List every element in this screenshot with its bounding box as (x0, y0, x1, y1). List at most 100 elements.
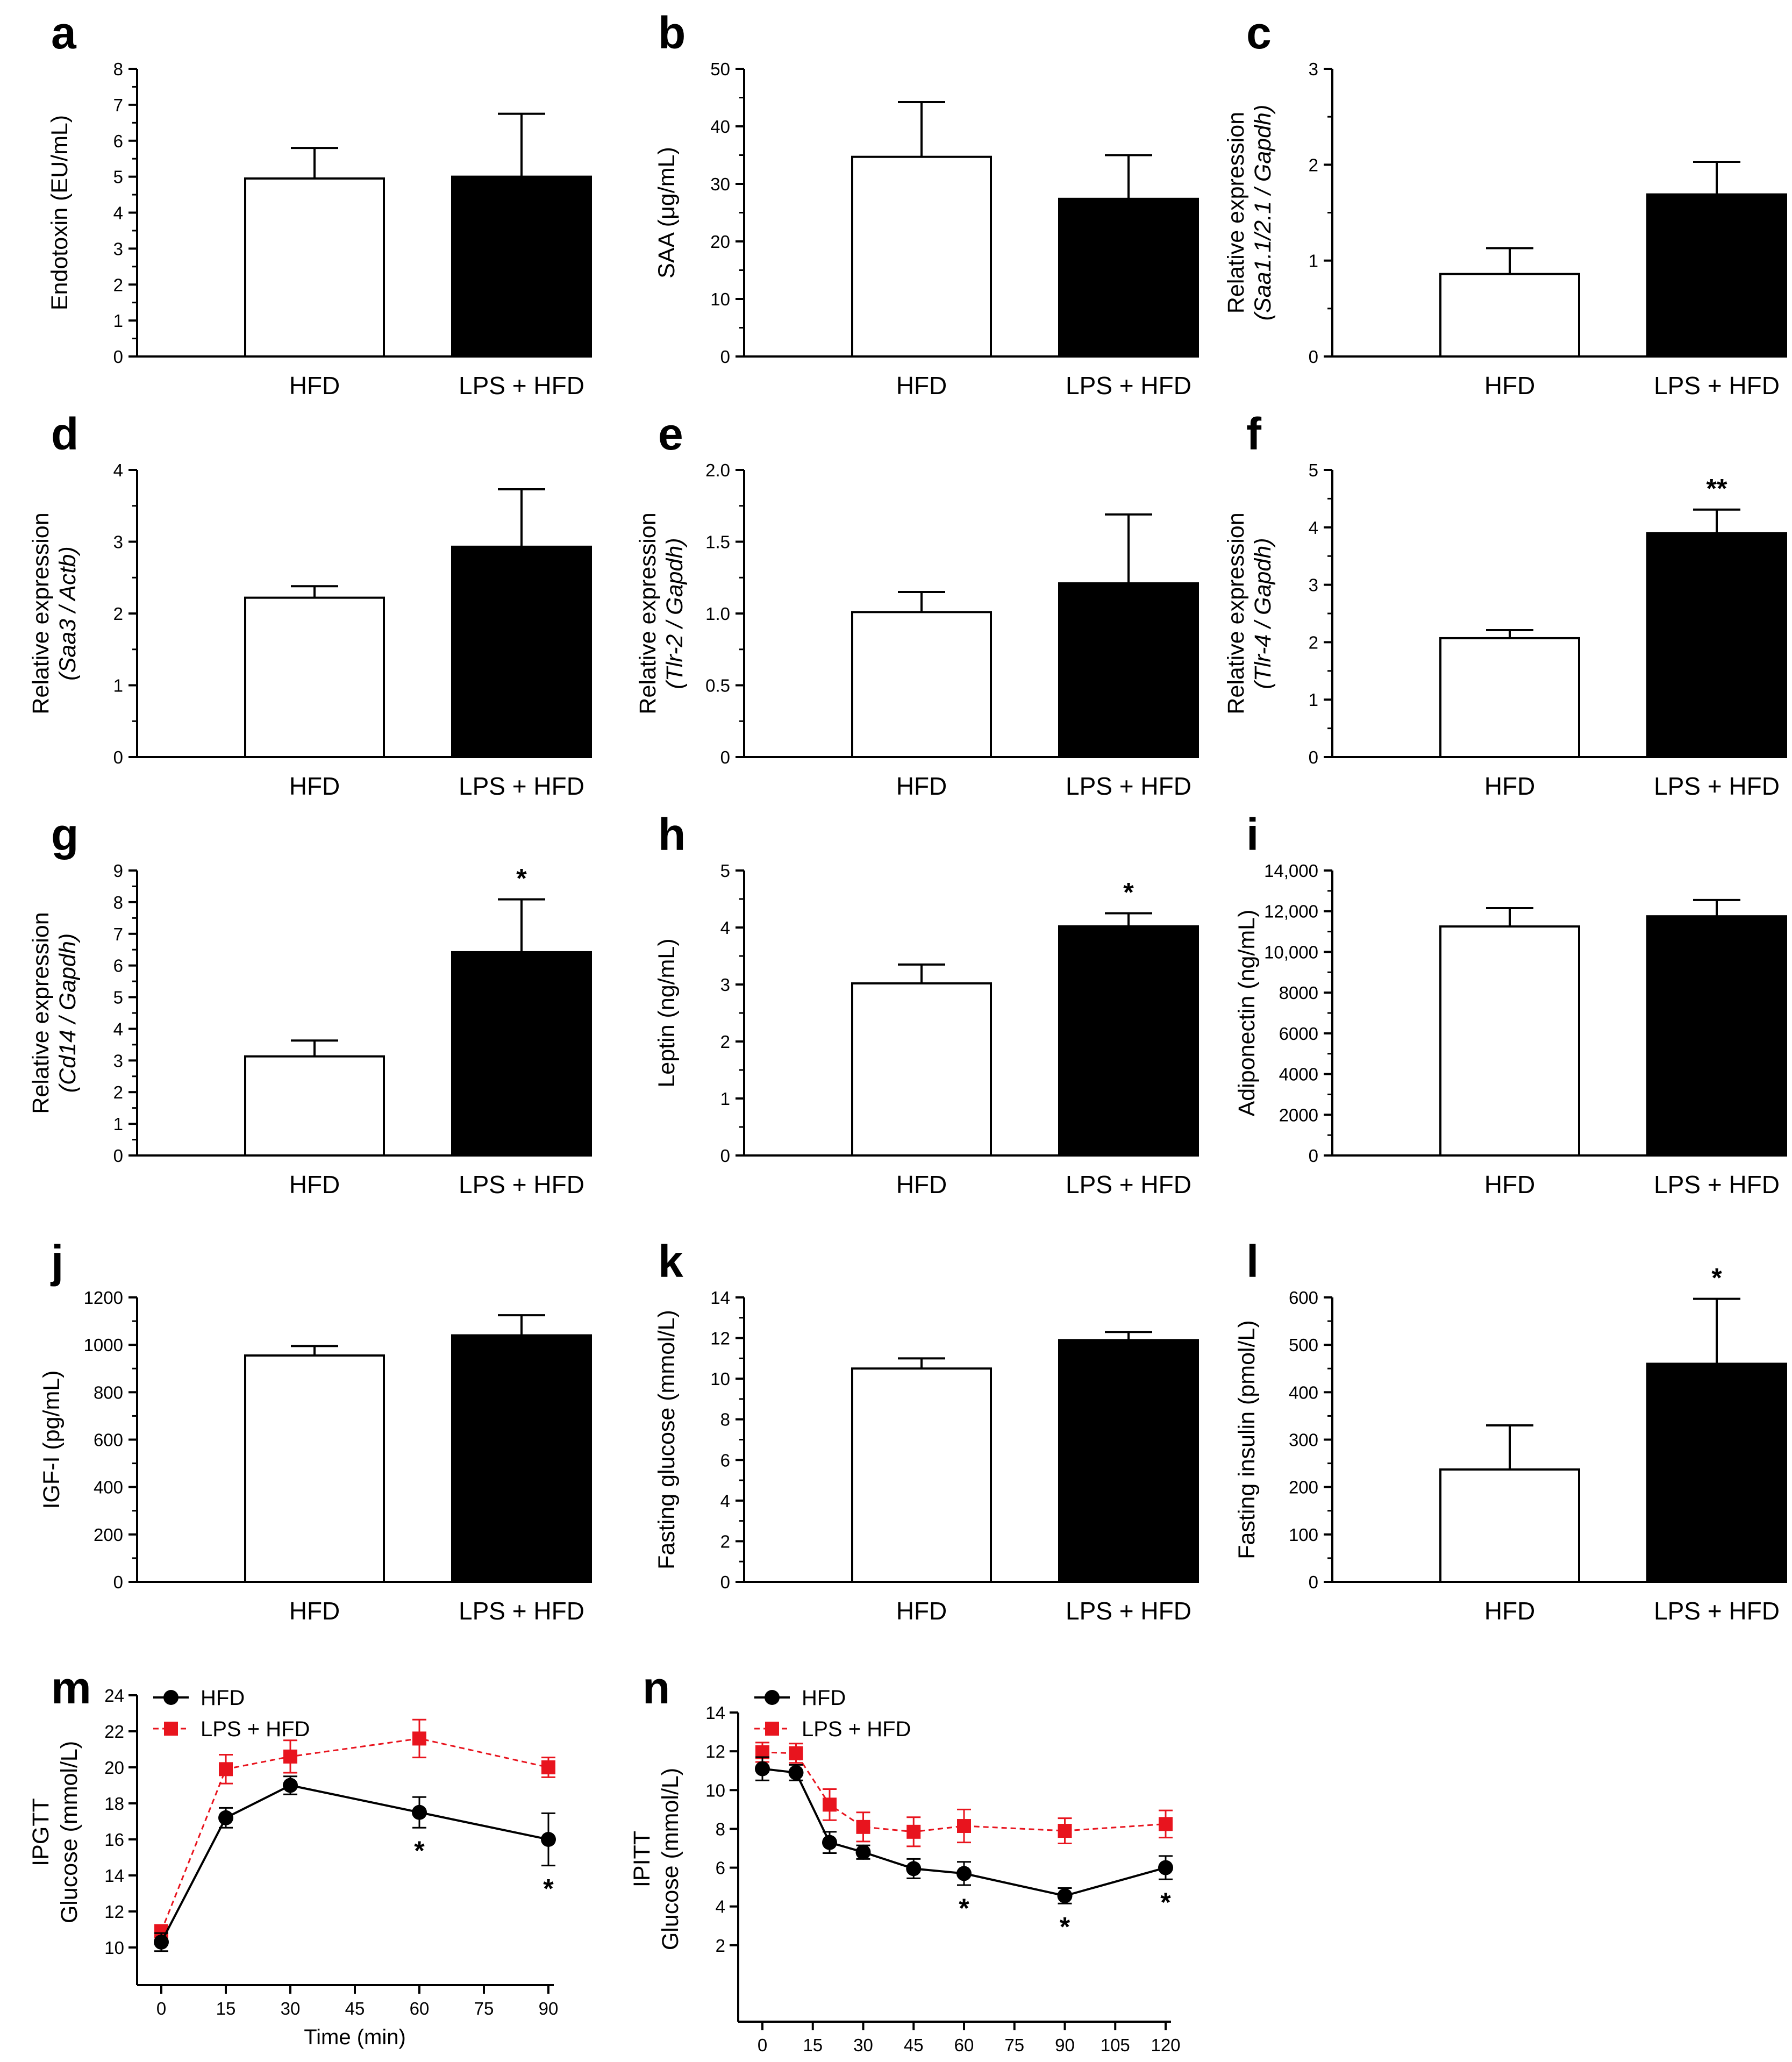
panel-l: l 0 100 200 300 400 500 600 HFD LPS + HFD * Fasting… (1234, 1236, 1787, 1625)
data-point-hfd (218, 1810, 233, 1825)
y-tick-label: 100 (1289, 1525, 1318, 1545)
x-tick-label: 45 (904, 2035, 924, 2055)
bar-lps-hfd (1058, 582, 1199, 759)
data-point-lps-hfd (823, 1797, 837, 1812)
category-label: HFD (289, 1171, 340, 1198)
data-point-hfd (855, 1844, 871, 1860)
y-axis-label-2: Glucose (mmol/L) (658, 1768, 683, 1950)
y-tick-label: 4 (113, 460, 123, 480)
bar-lps-hfd (1646, 1362, 1787, 1583)
panel-label-i: i (1246, 809, 1259, 860)
y-tick-label: 22 (104, 1722, 124, 1742)
x-axis-label: Time (min) (304, 2025, 406, 2049)
y-tick-label: 1.0 (705, 604, 730, 624)
significance-marker: * (1123, 877, 1134, 908)
y-tick-label: 12 (710, 1329, 730, 1348)
panel-g: g 0 1 2 3 4 5 6 7 8 9 HFD LPS + HFD * Relative express… (28, 809, 592, 1198)
significance-marker: * (1160, 1887, 1171, 1917)
significance-marker: * (1060, 1911, 1070, 1942)
y-tick-label: 14 (104, 1866, 124, 1886)
panel-i: i 0 2000 4000 6000 8000 10,000 12,000 14,000 HFD L… (1234, 809, 1787, 1198)
y-tick-label: 0 (113, 1146, 123, 1166)
y-tick-label: 8 (113, 59, 123, 79)
y-tick-label: 200 (94, 1525, 123, 1545)
y-tick-label: 2 (113, 275, 123, 295)
significance-marker: * (543, 1874, 554, 1904)
y-tick-label: 1000 (84, 1335, 123, 1355)
data-point-hfd (154, 1934, 169, 1950)
data-point-hfd (906, 1861, 922, 1877)
x-tick-label: 75 (1004, 2035, 1024, 2055)
y-tick-label: 4 (720, 918, 730, 938)
category-label: LPS + HFD (459, 1171, 584, 1198)
data-point-hfd (822, 1835, 837, 1850)
y-axis-label-italic: (Cd14 / Gapdh) (55, 933, 81, 1093)
x-tick-label: 30 (281, 1999, 301, 2018)
data-point-lps-hfd (765, 1722, 779, 1736)
y-tick-label: 1.5 (705, 532, 730, 552)
y-tick-label: 1 (113, 1114, 123, 1134)
y-tick-label: 10 (710, 289, 730, 309)
category-label: HFD (1484, 1597, 1536, 1625)
category-label: LPS + HFD (1066, 1171, 1191, 1198)
category-label: HFD (289, 372, 340, 399)
y-tick-label: 6000 (1279, 1024, 1318, 1044)
y-axis-label: Relative expression (28, 912, 54, 1114)
y-axis-label: IPGTT (28, 1798, 54, 1866)
data-point-hfd (1057, 1888, 1073, 1903)
y-tick-label: 7 (113, 924, 123, 944)
y-axis-label: SAA (μg/mL) (654, 147, 680, 279)
category-label: LPS + HFD (459, 372, 584, 399)
data-point-hfd (541, 1832, 556, 1847)
y-tick-label: 20 (104, 1758, 124, 1778)
y-tick-label: 6 (113, 956, 123, 976)
y-tick-label: 0 (720, 747, 730, 767)
y-tick-label: 1200 (84, 1288, 123, 1308)
y-tick-label: 200 (1289, 1478, 1318, 1497)
y-tick-label: 24 (104, 1686, 124, 1706)
panel-d: d 0 1 2 3 4 HFD LPS + HFD Relative expression (Sa… (28, 409, 592, 800)
category-label: HFD (1484, 772, 1536, 800)
y-axis-label: Endotoxin (EU/mL) (47, 115, 73, 310)
y-tick-label: 600 (94, 1430, 123, 1450)
y-tick-label: 8 (720, 1410, 730, 1430)
y-tick-label: 500 (1289, 1335, 1318, 1355)
data-point-lps-hfd (1058, 1824, 1072, 1838)
panel-label-c: c (1246, 8, 1272, 58)
y-tick-label: 0 (1309, 747, 1318, 767)
y-tick-label: 0 (113, 1572, 123, 1592)
data-point-hfd (765, 1690, 780, 1705)
panel-h: h 0 1 2 3 4 5 HFD LPS + HFD * Leptin (ng/mL) (654, 809, 1199, 1198)
category-label: HFD (1484, 1171, 1536, 1198)
y-tick-label: 4 (720, 1491, 730, 1511)
y-tick-label: 5 (1309, 460, 1318, 480)
bar-lps-hfd (1646, 532, 1787, 758)
y-tick-label: 8 (716, 1819, 725, 1839)
bar-lps-hfd (1058, 1339, 1199, 1583)
y-tick-label: 8 (113, 893, 123, 912)
data-point-hfd (956, 1866, 972, 1881)
bar-hfd (851, 155, 992, 358)
y-tick-label: 600 (1289, 1288, 1318, 1308)
bar-lps-hfd (1646, 193, 1787, 358)
data-point-lps-hfd (906, 1824, 921, 1839)
series-line-hfd (762, 1767, 1166, 1897)
x-tick-label: 45 (345, 1999, 365, 2018)
y-tick-label: 4000 (1279, 1065, 1318, 1084)
y-tick-label: 14 (705, 1703, 725, 1723)
data-point-hfd (412, 1804, 427, 1820)
panel-f: f 0 1 2 3 4 5 HFD LPS + HFD ** Relative expression… (1223, 409, 1787, 800)
y-tick-label: 0 (720, 1572, 730, 1592)
y-tick-label: 16 (104, 1830, 124, 1850)
legend-label: HFD (201, 1686, 245, 1710)
y-tick-label: 1 (1309, 251, 1318, 271)
y-tick-label: 6 (113, 131, 123, 151)
category-label: LPS + HFD (459, 772, 584, 800)
y-axis-label: Relative expression (1223, 112, 1249, 313)
bar-hfd (244, 596, 385, 758)
y-tick-label: 0 (1309, 1572, 1318, 1592)
data-point-lps-hfd (412, 1731, 426, 1746)
panel-label-a: a (51, 8, 77, 58)
y-tick-label: 14 (710, 1288, 730, 1308)
y-tick-label: 10,000 (1264, 942, 1318, 962)
